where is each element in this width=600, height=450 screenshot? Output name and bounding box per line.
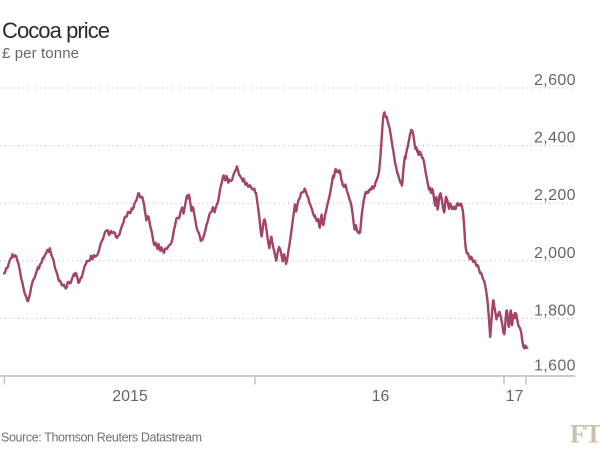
- svg-text:Cocoa price: Cocoa price: [2, 18, 110, 43]
- svg-text:Source: Thomson Reuters Datast: Source: Thomson Reuters Datastream: [1, 431, 202, 445]
- svg-text:1,800: 1,800: [534, 302, 576, 319]
- svg-text:£ per tonne: £ per tonne: [2, 45, 79, 62]
- svg-text:16: 16: [372, 388, 390, 405]
- svg-text:2,600: 2,600: [534, 72, 576, 89]
- svg-text:2,400: 2,400: [534, 130, 576, 147]
- svg-text:2,200: 2,200: [534, 187, 576, 204]
- svg-text:2,000: 2,000: [534, 245, 576, 262]
- svg-text:FT: FT: [570, 420, 600, 449]
- svg-text:1,600: 1,600: [534, 358, 576, 375]
- svg-text:17: 17: [506, 388, 524, 405]
- svg-text:2015: 2015: [112, 388, 148, 405]
